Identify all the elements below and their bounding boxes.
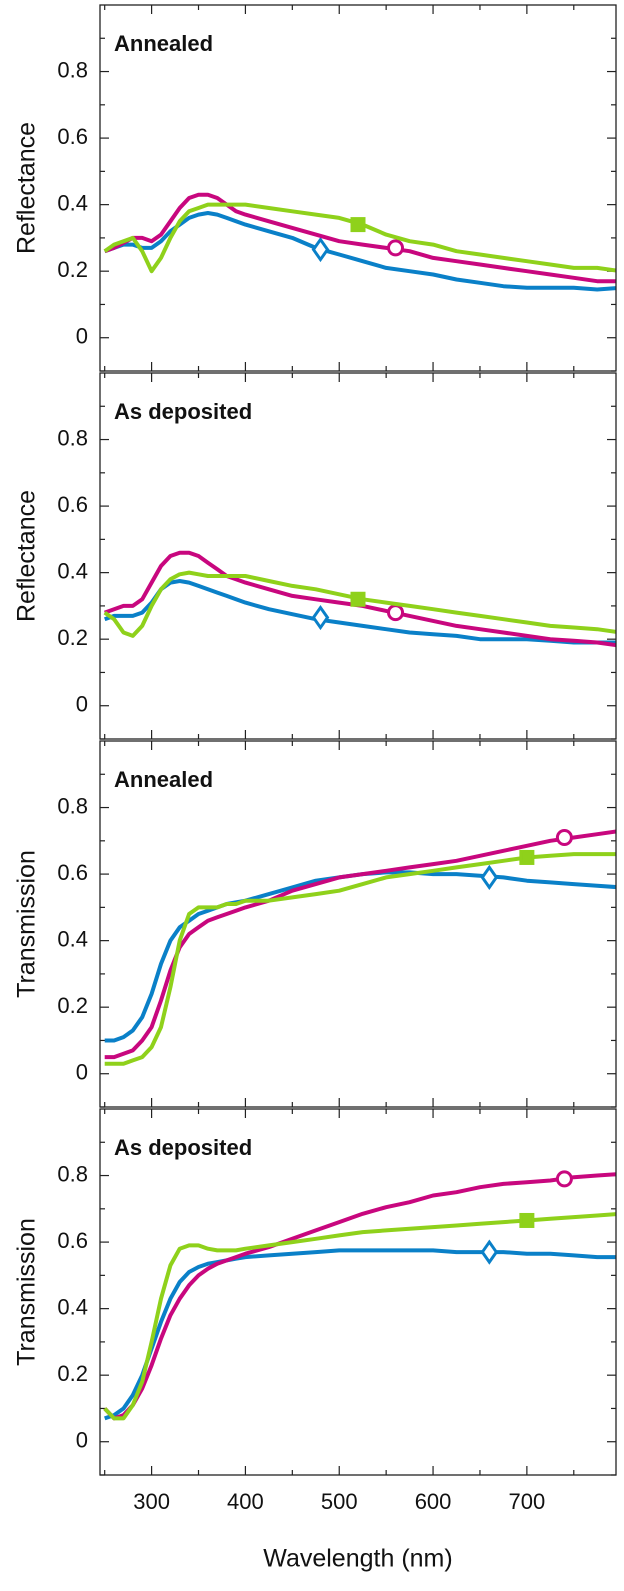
y-tick-label: 0: [76, 692, 88, 717]
series-line: [104, 550, 616, 648]
x-tick-label: 400: [227, 1489, 264, 1514]
marker: [311, 604, 330, 631]
y-axis-label: Reflectance: [13, 122, 41, 254]
y-tick-label: 0.2: [57, 625, 88, 650]
panel-title: Annealed: [114, 767, 213, 792]
x-axis-label: Wavelength (nm): [263, 1545, 452, 1573]
y-tick-label: 0.6: [57, 860, 88, 885]
series-line: [104, 870, 616, 1043]
panel-title: As deposited: [114, 1135, 252, 1160]
series-line: [103, 1212, 616, 1421]
y-tick-label: 0: [76, 1428, 88, 1453]
series-line: [104, 852, 616, 1066]
y-axis-label: Reflectance: [13, 490, 41, 622]
y-tick-label: 0: [76, 324, 88, 349]
y-tick-label: 0.2: [57, 993, 88, 1018]
x-tick-label: 700: [509, 1489, 546, 1514]
x-tick-label: 500: [321, 1489, 358, 1514]
series-line: [104, 829, 616, 1060]
y-tick-label: 0.8: [57, 1161, 88, 1186]
marker: [350, 591, 366, 607]
series-line: [103, 570, 616, 638]
marker: [555, 1170, 573, 1188]
series-line: [103, 202, 616, 274]
y-tick-label: 0.4: [57, 926, 88, 951]
marker: [555, 828, 573, 846]
plot-frame: [99, 740, 617, 1108]
plot-frame: [99, 1108, 617, 1476]
marker: [480, 1239, 499, 1265]
series-line: [104, 1248, 616, 1421]
y-tick-label: 0.6: [57, 1228, 88, 1253]
x-tick-label: 300: [133, 1489, 170, 1514]
y-tick-label: 0.4: [57, 1294, 88, 1319]
x-tick-label: 600: [415, 1489, 452, 1514]
series-line: [104, 211, 616, 292]
y-tick-label: 0.2: [57, 1361, 88, 1386]
plot-frame: [99, 372, 617, 740]
y-tick-label: 0.8: [57, 425, 88, 450]
y-tick-label: 0.4: [57, 558, 88, 583]
marker: [311, 236, 330, 263]
y-tick-label: 0.8: [57, 793, 88, 818]
y-tick-label: 0: [76, 1060, 88, 1085]
y-tick-label: 0.6: [57, 124, 88, 149]
y-tick-label: 0.8: [57, 57, 88, 82]
marker: [387, 604, 405, 622]
marker: [480, 864, 499, 891]
y-axis-label: Transmission: [13, 850, 41, 998]
y-axis-label: Transmission: [13, 1218, 41, 1366]
marker: [387, 239, 405, 257]
marker: [519, 849, 535, 865]
y-tick-label: 0.4: [57, 190, 88, 215]
y-tick-label: 0.2: [57, 257, 88, 282]
series-line: [104, 192, 616, 284]
series-line: [103, 1172, 616, 1421]
marker: [519, 1212, 535, 1228]
panel-title: As deposited: [114, 399, 252, 424]
panel-title: Annealed: [114, 31, 213, 56]
y-tick-label: 0.6: [57, 492, 88, 517]
marker: [350, 217, 366, 233]
series-line: [104, 579, 616, 645]
plot-frame: [99, 4, 617, 372]
